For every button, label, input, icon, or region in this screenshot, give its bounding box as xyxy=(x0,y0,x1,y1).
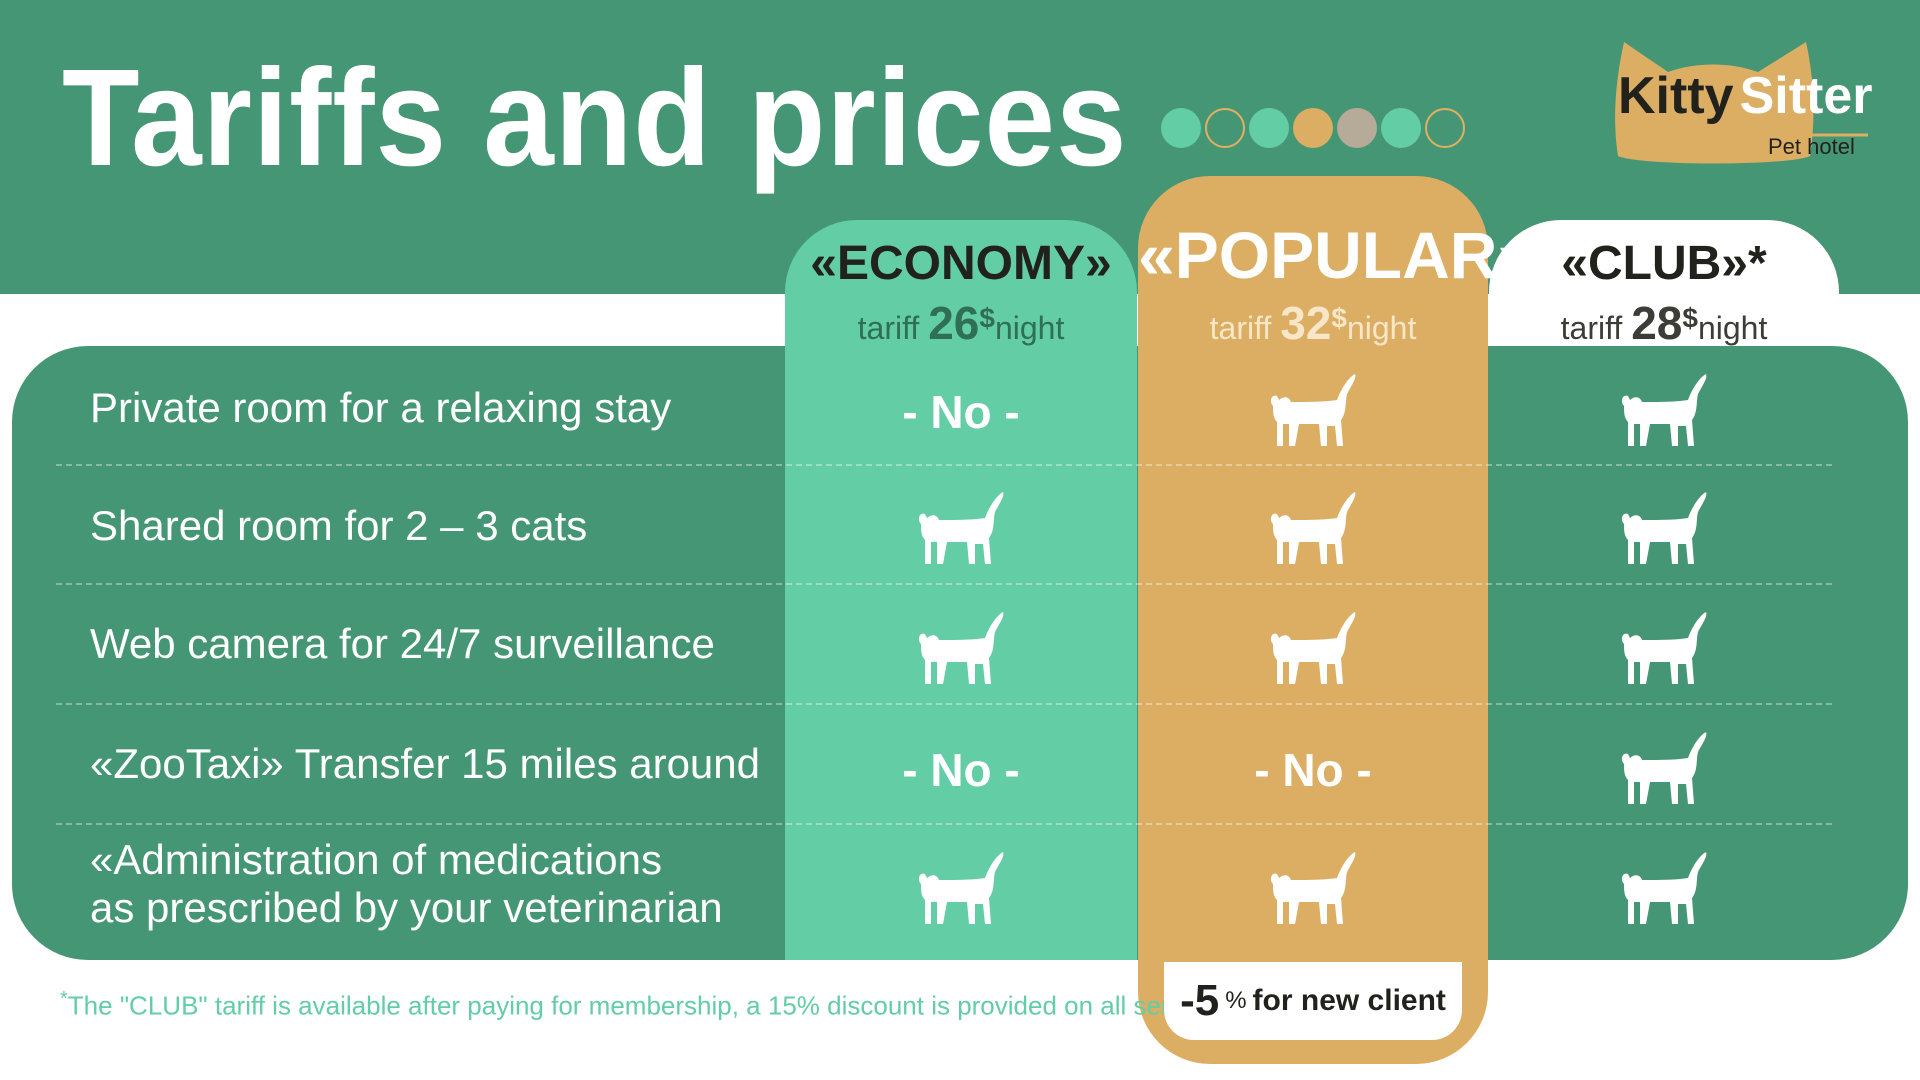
cat-icon xyxy=(786,830,1136,950)
economy-unit: night xyxy=(994,310,1065,346)
dot-4 xyxy=(1293,108,1333,148)
cat-icon xyxy=(786,590,1136,710)
cat-icon xyxy=(1489,590,1839,710)
row-divider xyxy=(56,703,1832,705)
footnote-text: The "CLUB" tariff is available after pay… xyxy=(67,990,1229,1021)
economy-price: 26 xyxy=(928,297,980,349)
economy-currency: $ xyxy=(979,302,995,334)
decorative-dots xyxy=(1161,108,1465,148)
footnote: *The "CLUB" tariff is available after pa… xyxy=(60,988,1229,1022)
row-label: Web camera for 24/7 surveillance xyxy=(90,620,715,667)
dot-7 xyxy=(1425,108,1465,148)
not-included-text: - No - xyxy=(1254,744,1372,796)
page-title: Tariffs and prices xyxy=(62,41,1128,195)
logo-text: Kitty Sitter xyxy=(1618,70,1872,122)
not-included-text: - No - xyxy=(902,744,1020,796)
cat-icon xyxy=(1489,470,1839,590)
row-label: «ZooTaxi» Transfer 15 miles around xyxy=(90,740,761,787)
not-included-cell: - No - xyxy=(786,710,1136,830)
dot-3 xyxy=(1249,108,1289,148)
club-currency: $ xyxy=(1682,302,1698,334)
not-included-cell: - No - xyxy=(786,352,1136,472)
row-label: Private room for a relaxing stay xyxy=(90,384,672,431)
discount-value: -5 xyxy=(1180,976,1220,1025)
cat-icon xyxy=(1489,830,1839,950)
row-label: Shared room for 2 – 3 cats xyxy=(90,502,588,549)
discount-badge: -5 % for new client xyxy=(1164,962,1462,1040)
row-label: «Administration of medications as prescr… xyxy=(90,836,723,933)
footnote-mark: * xyxy=(60,988,68,1010)
popular-header: «POPULAR» tariff 32$night xyxy=(1138,218,1535,350)
row-divider xyxy=(56,464,1832,466)
row-label-line-2: as prescribed by your veterinarian xyxy=(90,884,723,932)
popular-name: «POPULAR» xyxy=(1138,218,1535,292)
discount-text: for new client xyxy=(1252,984,1446,1017)
popular-column xyxy=(1138,176,1488,1064)
economy-name: «ECONOMY» xyxy=(810,237,1112,290)
popular-currency: $ xyxy=(1331,302,1347,334)
row-divider xyxy=(56,583,1832,585)
popular-prefix: tariff xyxy=(1209,310,1272,346)
popular-unit: night xyxy=(1346,310,1417,346)
popular-price: 32 xyxy=(1280,297,1332,349)
cat-icon xyxy=(1489,710,1839,830)
cat-icon xyxy=(1489,352,1839,472)
cat-icon xyxy=(1138,470,1488,590)
cat-icon xyxy=(1138,590,1488,710)
cat-icon xyxy=(1138,352,1488,472)
club-price: 28 xyxy=(1631,297,1683,349)
cat-head-icon xyxy=(1615,42,1868,164)
economy-header: «ECONOMY» tariff 26$night xyxy=(786,240,1136,350)
not-included-text: - No - xyxy=(902,386,1020,438)
club-name: «CLUB»* xyxy=(1561,237,1767,290)
club-header: «CLUB»* tariff 28$night xyxy=(1489,240,1839,350)
not-included-cell: - No - xyxy=(1138,710,1488,830)
row-label-line-1: «Administration of medications xyxy=(90,836,662,883)
logo-subtitle: Pet hotel xyxy=(1768,134,1855,159)
dot-6 xyxy=(1381,108,1421,148)
club-column-head xyxy=(1489,220,1839,346)
cat-icon xyxy=(1138,830,1488,950)
dot-1 xyxy=(1161,108,1201,148)
logo-kitty: Kitty xyxy=(1618,67,1734,125)
row-divider xyxy=(56,823,1832,825)
dot-2 xyxy=(1205,108,1245,148)
economy-prefix: tariff xyxy=(857,310,920,346)
club-unit: night xyxy=(1697,310,1768,346)
discount-unit: % xyxy=(1225,987,1247,1014)
club-prefix: tariff xyxy=(1560,310,1623,346)
logo-sitter: Sitter xyxy=(1739,67,1873,125)
cat-icon xyxy=(786,470,1136,590)
dot-5 xyxy=(1337,108,1377,148)
